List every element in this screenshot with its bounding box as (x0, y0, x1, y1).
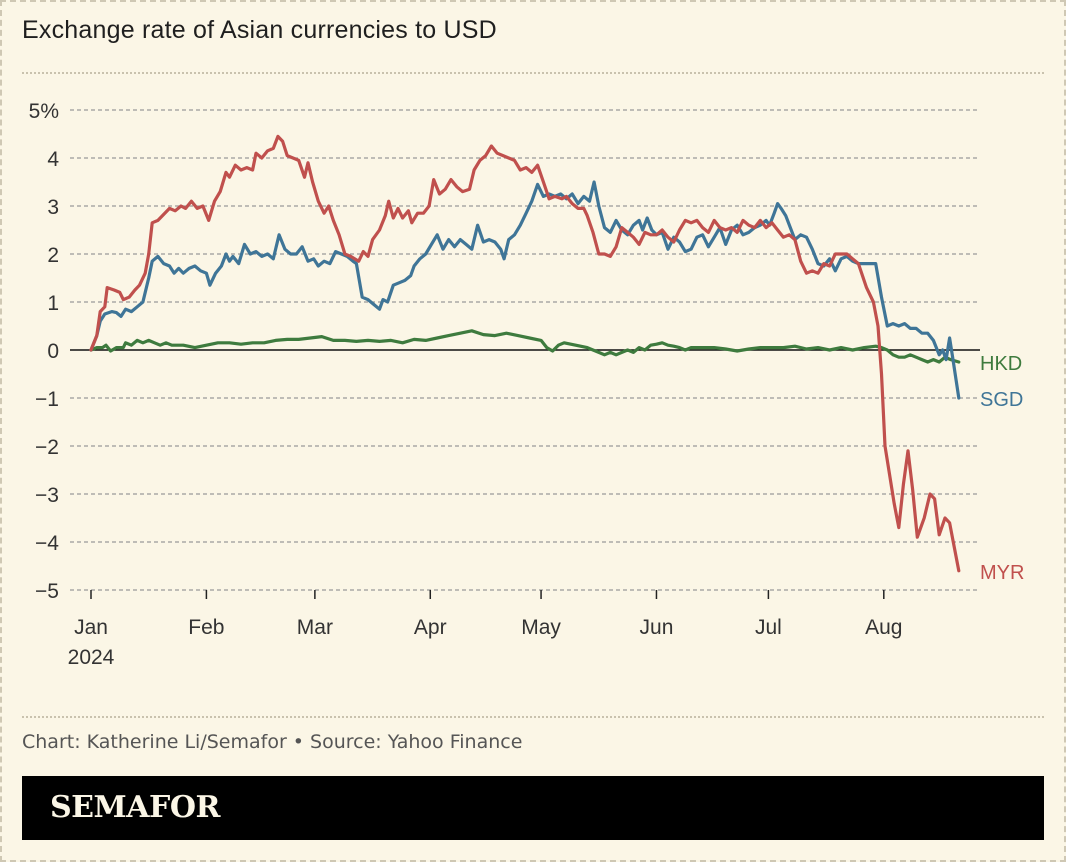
y-tick-label: 3 (47, 196, 59, 219)
x-tick-label: Jan (74, 616, 108, 639)
x-tick-label: Jul (755, 616, 782, 639)
series-label-sgd: SGD (980, 389, 1023, 411)
series-line-hkd (89, 329, 961, 364)
x-tick-label: Feb (188, 616, 224, 639)
x-tick-label: Jun (640, 616, 674, 639)
series-line-myr (89, 134, 961, 573)
source-credit: Chart: Katherine Li/Semafor • Source: Ya… (22, 731, 523, 753)
x-tick-sublabel: 2024 (68, 646, 115, 669)
y-tick-label: −5 (35, 580, 59, 603)
y-tick-label: −3 (35, 484, 59, 507)
grid-lines (70, 109, 980, 591)
series-lines (89, 134, 961, 573)
y-tick-label: 0 (47, 340, 59, 363)
series-label-myr: MYR (980, 562, 1024, 584)
chart-title: Exchange rate of Asian currencies to USD (22, 16, 497, 44)
top-divider (22, 72, 1044, 74)
brand-bar: SEMAFOR (22, 776, 1044, 840)
x-tick-label: Apr (414, 616, 447, 639)
y-axis: 5% 4 3 2 1 0 −1 −2 −3 −4 −5 (29, 100, 60, 603)
y-tick-label: 5% (29, 100, 59, 123)
line-chart: 5% 4 3 2 1 0 −1 −2 −3 −4 −5 Jan 2024 Feb Mar Apr May Jun… (29, 100, 1025, 669)
y-tick-label: −1 (35, 388, 59, 411)
y-tick-label: 1 (47, 292, 59, 315)
brand-logo: SEMAFOR (50, 790, 220, 825)
y-tick-label: −4 (35, 532, 59, 555)
x-tick-label: May (521, 616, 561, 639)
x-axis: Jan 2024 Feb Mar Apr May Jun Jul Aug (68, 590, 902, 669)
y-tick-label: 2 (47, 244, 59, 267)
x-tick-label: Aug (865, 616, 902, 639)
x-tick-label: Mar (297, 616, 333, 639)
y-tick-label: −2 (35, 436, 59, 459)
series-end-labels: MYR SGD HKD (980, 353, 1024, 584)
series-line-sgd (89, 180, 961, 400)
y-tick-label: 4 (47, 148, 59, 171)
series-label-hkd: HKD (980, 353, 1022, 375)
bottom-divider (22, 716, 1044, 718)
